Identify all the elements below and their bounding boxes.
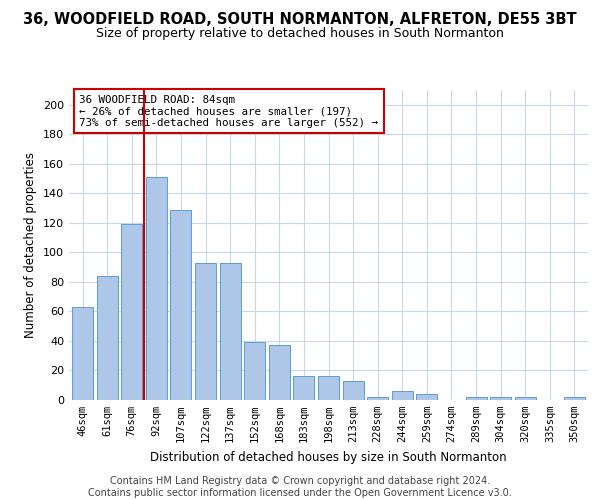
Bar: [343, 381, 364, 400]
Bar: [367, 397, 388, 400]
Text: Contains HM Land Registry data © Crown copyright and database right 2024.
Contai: Contains HM Land Registry data © Crown c…: [88, 476, 512, 498]
Bar: [392, 391, 413, 400]
Bar: [269, 346, 290, 400]
Text: 36 WOODFIELD ROAD: 84sqm
← 26% of detached houses are smaller (197)
73% of semi-: 36 WOODFIELD ROAD: 84sqm ← 26% of detach…: [79, 94, 379, 128]
Bar: [564, 397, 585, 400]
Bar: [293, 376, 314, 400]
Bar: [515, 397, 536, 400]
Bar: [220, 262, 241, 400]
Bar: [121, 224, 142, 400]
Bar: [490, 397, 511, 400]
Bar: [244, 342, 265, 400]
Bar: [318, 376, 339, 400]
Bar: [195, 262, 216, 400]
Bar: [466, 397, 487, 400]
X-axis label: Distribution of detached houses by size in South Normanton: Distribution of detached houses by size …: [150, 450, 507, 464]
Y-axis label: Number of detached properties: Number of detached properties: [25, 152, 37, 338]
Bar: [146, 177, 167, 400]
Bar: [72, 307, 93, 400]
Bar: [416, 394, 437, 400]
Bar: [170, 210, 191, 400]
Text: 36, WOODFIELD ROAD, SOUTH NORMANTON, ALFRETON, DE55 3BT: 36, WOODFIELD ROAD, SOUTH NORMANTON, ALF…: [23, 12, 577, 28]
Text: Size of property relative to detached houses in South Normanton: Size of property relative to detached ho…: [96, 28, 504, 40]
Bar: [97, 276, 118, 400]
